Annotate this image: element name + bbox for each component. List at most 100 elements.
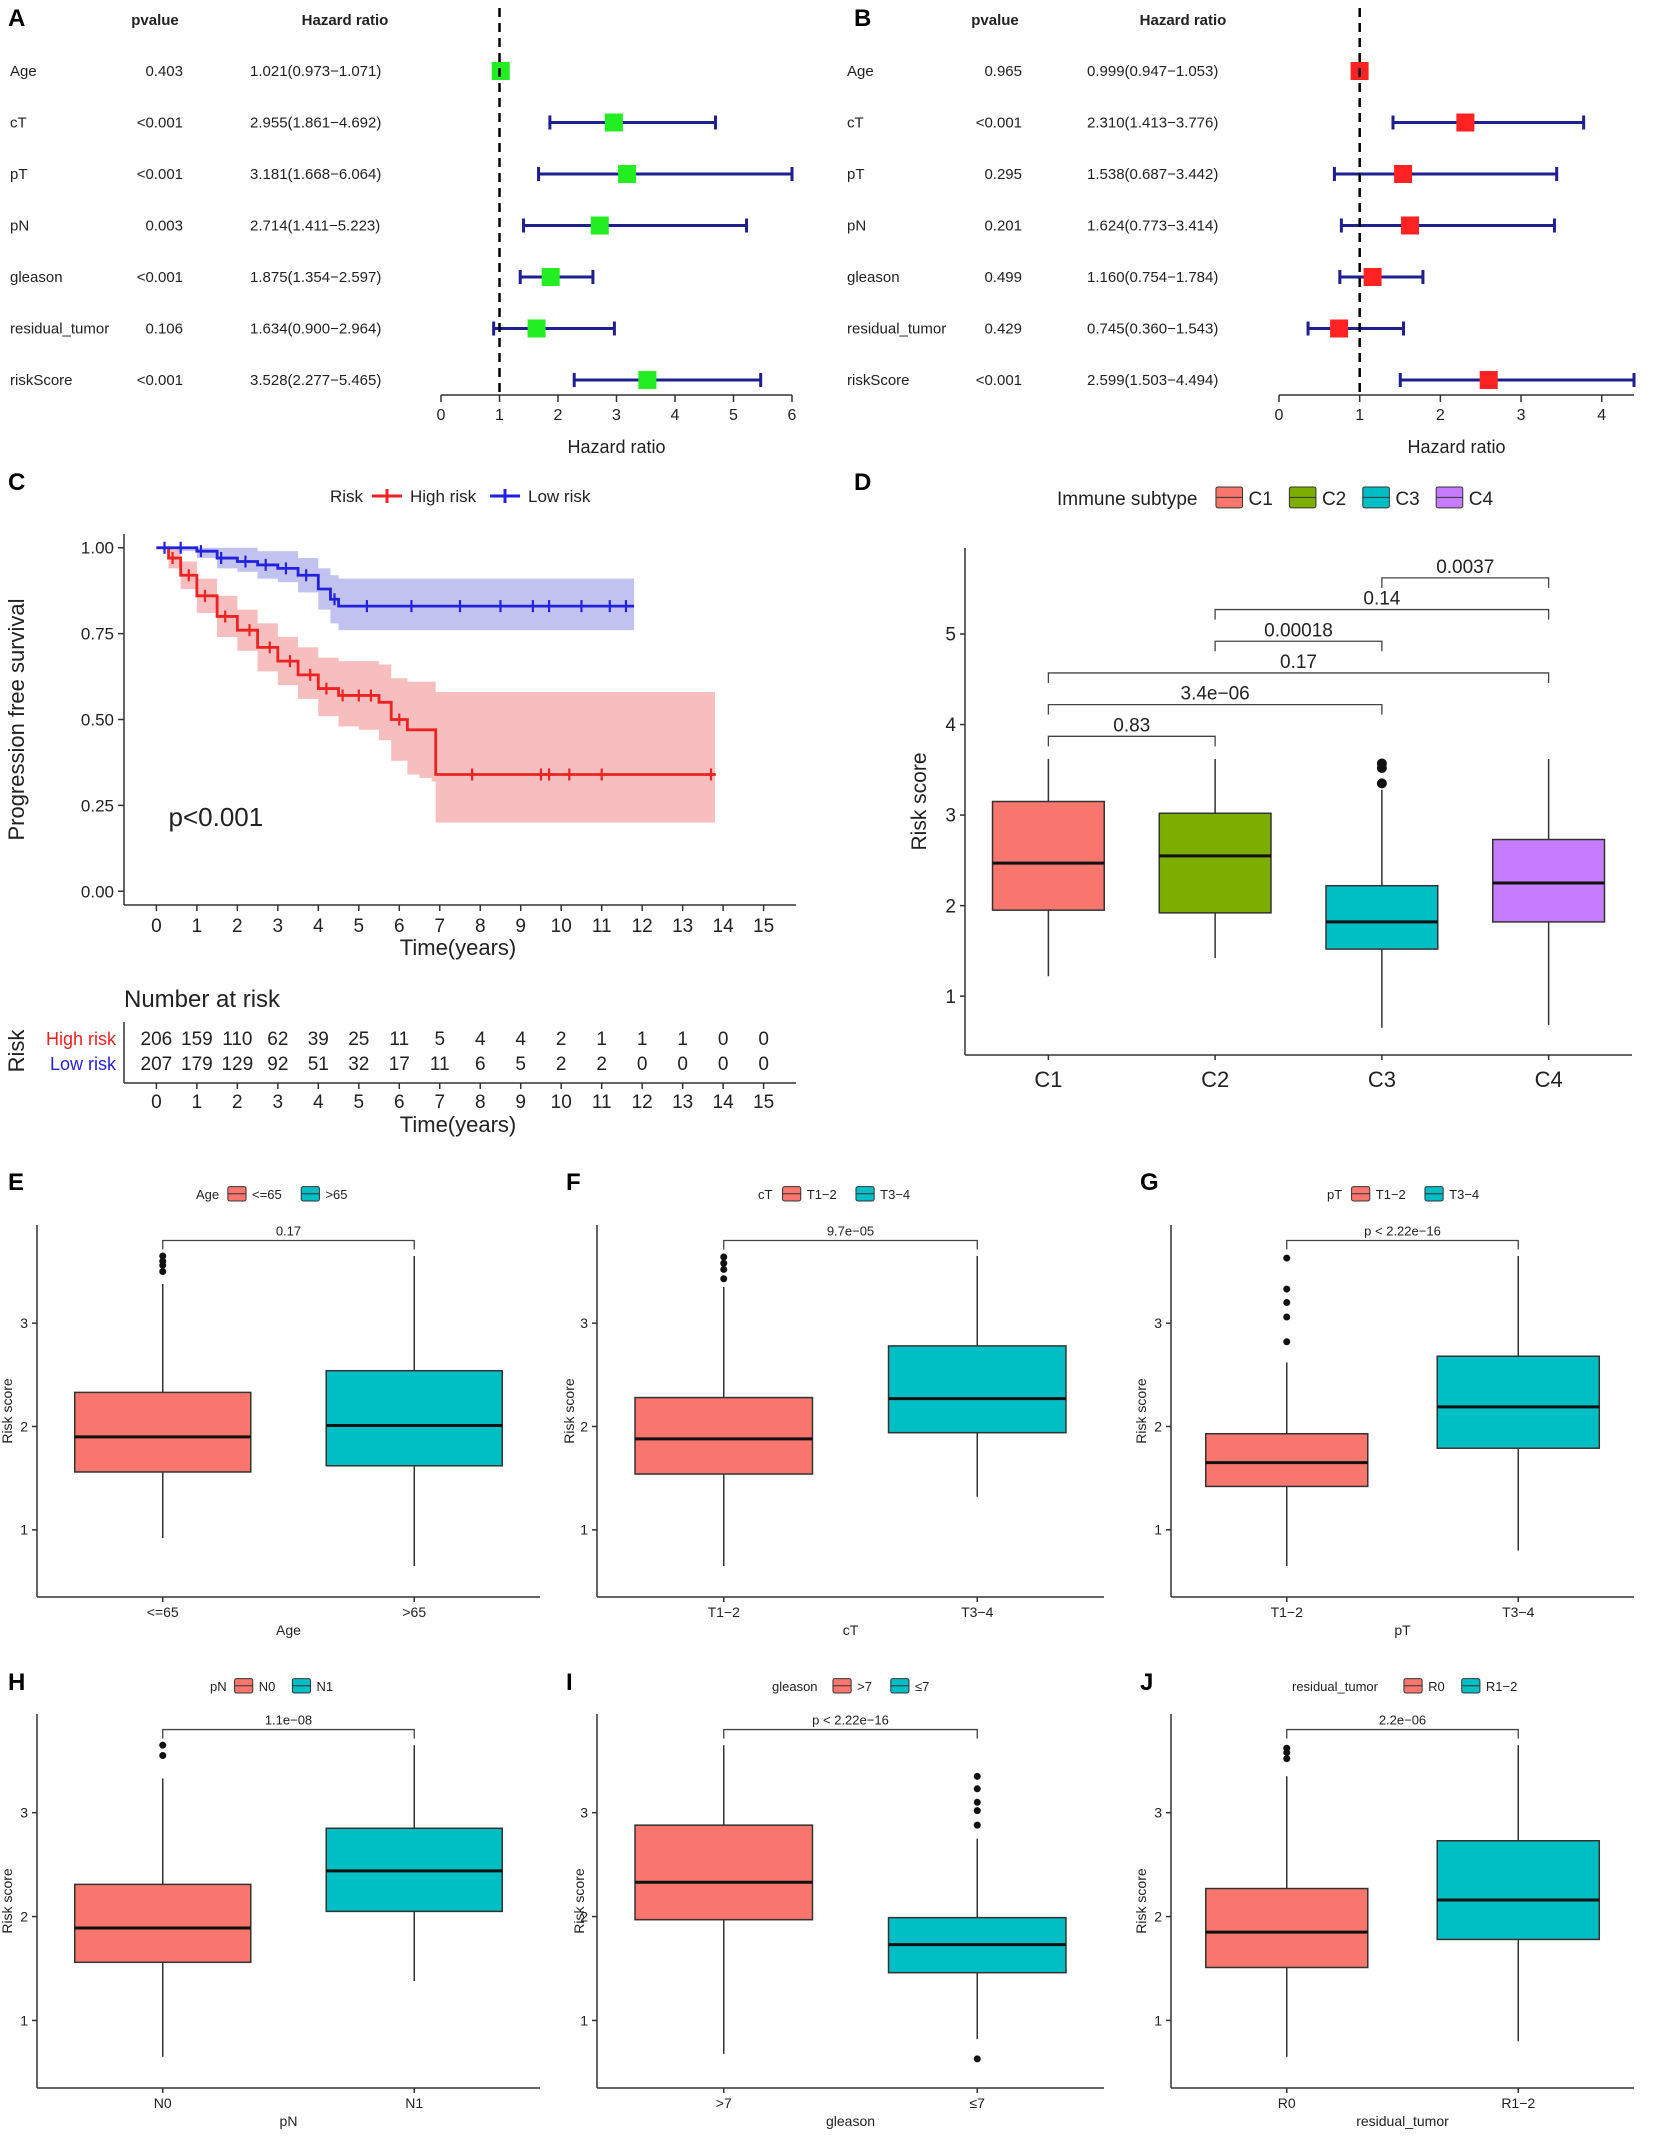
d-comparison-label: 3.4e−06 bbox=[1181, 684, 1250, 705]
km-censor-mark bbox=[467, 768, 478, 781]
km-censor-mark bbox=[544, 768, 555, 781]
km-censor-mark bbox=[321, 682, 332, 695]
e-comparison-bracket bbox=[162, 1239, 415, 1250]
d-box-0 bbox=[991, 758, 1105, 977]
g-outlier-point bbox=[1283, 1338, 1291, 1346]
h-legend-label: N0 bbox=[259, 1679, 276, 1694]
a-x-tick-label: 6 bbox=[788, 407, 797, 424]
b-row-pvalue: <0.001 bbox=[976, 372, 1022, 389]
d-comparison-bracket bbox=[1047, 703, 1383, 715]
km-censor-mark bbox=[220, 610, 231, 623]
km-censor-mark bbox=[175, 541, 186, 554]
panel-label-g: G bbox=[1140, 1169, 1159, 1196]
e-legend: Age <=65 >65 bbox=[196, 1186, 348, 1202]
f-outlier-point bbox=[720, 1275, 728, 1283]
km-censor-mark bbox=[337, 689, 348, 702]
risk-table-count: 0 bbox=[758, 1054, 769, 1075]
d-comparison-label: 0.14 bbox=[1363, 589, 1400, 610]
km-y-tick-label: 0.00 bbox=[81, 882, 114, 901]
f-y-tick-label: 1 bbox=[580, 1522, 588, 1538]
e-legend-label: <=65 bbox=[252, 1187, 282, 1202]
a-hr-marker bbox=[618, 165, 637, 183]
b-x-axis-title: Hazard ratio bbox=[1407, 437, 1505, 457]
risk-table-count: 110 bbox=[222, 1029, 252, 1050]
risk-table-count: 92 bbox=[267, 1054, 288, 1075]
d-comparison-bracket bbox=[1214, 608, 1550, 620]
g-box-body bbox=[1436, 1355, 1601, 1449]
a-row-hr-text: 1.875(1.354−2.597) bbox=[250, 269, 381, 286]
j-legend-title: residual_tumor bbox=[1292, 1679, 1379, 1694]
km-pvalue-text: p<0.001 bbox=[169, 802, 264, 832]
a-row-pvalue: <0.001 bbox=[137, 166, 183, 183]
b-hr-marker bbox=[1401, 216, 1420, 235]
risk-table-count: 1 bbox=[596, 1029, 607, 1050]
g-legend-title: pT bbox=[1327, 1187, 1342, 1202]
j-comparison-bracket bbox=[1286, 1728, 1519, 1739]
j-y-axis-title: Risk score bbox=[1133, 1868, 1149, 1934]
b-row-hr-text: 2.310(1.413−3.776) bbox=[1087, 115, 1218, 132]
j-y-tick-label: 1 bbox=[1154, 2012, 1162, 2028]
i-box-body bbox=[634, 1824, 814, 1921]
km-censor-mark bbox=[284, 655, 295, 668]
km-censor-mark bbox=[455, 600, 465, 613]
f-y-tick-label: 3 bbox=[580, 1315, 588, 1331]
e-legend-title: Age bbox=[196, 1187, 219, 1202]
km-y-axis-title: Progression free survival bbox=[4, 598, 29, 840]
risk-table-count: 5 bbox=[434, 1029, 445, 1050]
risk-table-count: 1 bbox=[677, 1029, 688, 1050]
b-hr-marker bbox=[1330, 319, 1349, 338]
f-box-body bbox=[634, 1396, 814, 1475]
e-x-tick-label: >65 bbox=[402, 1604, 426, 1620]
risk-table-x-tick-label: 3 bbox=[273, 1092, 284, 1113]
km-censor-mark bbox=[195, 545, 206, 558]
j-x-tick-label: R0 bbox=[1278, 2095, 1296, 2111]
f-x-tick-label: T3−4 bbox=[961, 1604, 994, 1620]
km-plot: Risk High risk Low risk 0.00 0.25 0.50 0.75 1.0… bbox=[4, 487, 796, 1137]
f-y-axis-title: Risk score bbox=[561, 1378, 577, 1444]
risk-table-count: 129 bbox=[221, 1054, 253, 1075]
risk-table-title: Number at risk bbox=[124, 986, 281, 1013]
risk-table-count: 0 bbox=[677, 1054, 688, 1075]
e-box-1 bbox=[325, 1256, 504, 1566]
d-comparison-label: 0.00018 bbox=[1264, 620, 1333, 641]
risk-table-count: 32 bbox=[348, 1054, 369, 1075]
h-y-tick-label: 1 bbox=[20, 2012, 28, 2028]
j-outlier-point bbox=[1283, 1755, 1291, 1763]
e-x-axis-title: Age bbox=[276, 1622, 301, 1638]
d-y-tick-label: 3 bbox=[945, 806, 956, 827]
km-x-tick-label: 7 bbox=[434, 916, 445, 937]
km-censor-mark bbox=[361, 600, 372, 613]
km-x-tick-label: 5 bbox=[354, 916, 365, 937]
j-y-tick-label: 2 bbox=[1154, 1908, 1162, 1924]
g-y-axis-title: Risk score bbox=[1133, 1378, 1149, 1444]
g-x-tick-label: T3−4 bbox=[1502, 1604, 1535, 1620]
km-censor-mark bbox=[167, 552, 178, 565]
km-x-tick-label: 14 bbox=[713, 916, 735, 937]
d-comparison-bracket bbox=[1214, 640, 1383, 652]
h-y-tick-label: 3 bbox=[20, 1805, 28, 1821]
km-censor-mark bbox=[260, 558, 271, 571]
b-hr-marker bbox=[1456, 113, 1475, 132]
km-censor-mark bbox=[604, 600, 615, 613]
risk-table-count: 0 bbox=[758, 1029, 769, 1050]
d-comparison-bracket bbox=[1047, 672, 1550, 683]
d-legend-title: Immune subtype bbox=[1057, 489, 1197, 510]
d-x-tick-label: C3 bbox=[1368, 1067, 1396, 1092]
e-outlier-point bbox=[159, 1257, 167, 1265]
i-y-tick-label: 2 bbox=[580, 1908, 588, 1924]
risk-table-count: 2 bbox=[556, 1029, 567, 1050]
risk-table-count: 2 bbox=[556, 1054, 567, 1075]
km-confidence-band bbox=[156, 547, 635, 631]
boxplot-h: pN N0 N1 1 2 3 Risk score pN N0 N1 1.1e−08 bbox=[0, 1678, 540, 2129]
km-x-tick-label: 8 bbox=[475, 916, 486, 937]
j-box-body bbox=[1436, 1839, 1601, 1941]
h-outlier-point bbox=[159, 1741, 167, 1749]
d-x-tick-label: C4 bbox=[1535, 1067, 1563, 1092]
a-pvalue-header: pvalue bbox=[131, 12, 179, 29]
d-box-body bbox=[1492, 838, 1606, 923]
risk-table-count: 11 bbox=[430, 1054, 450, 1075]
b-row-pvalue: <0.001 bbox=[976, 115, 1022, 132]
risk-table-count: 11 bbox=[389, 1029, 409, 1050]
b-hr-header: Hazard ratio bbox=[1140, 12, 1227, 29]
